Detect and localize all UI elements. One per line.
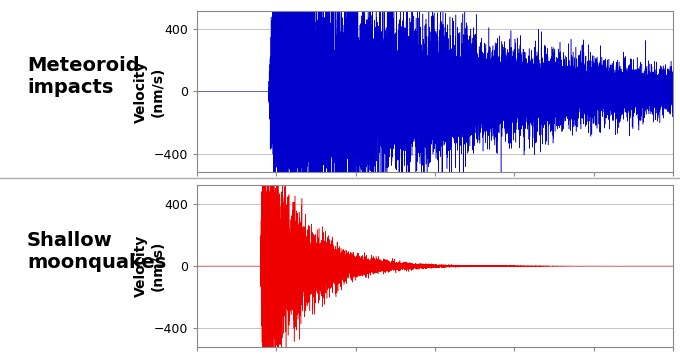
Text: Shallow
moonquakes: Shallow moonquakes [27, 230, 166, 272]
Y-axis label: Velocity
(nm/s): Velocity (nm/s) [135, 60, 165, 122]
Y-axis label: Velocity
(nm/s): Velocity (nm/s) [135, 235, 165, 297]
Text: Meteoroid
impacts: Meteoroid impacts [27, 56, 139, 97]
